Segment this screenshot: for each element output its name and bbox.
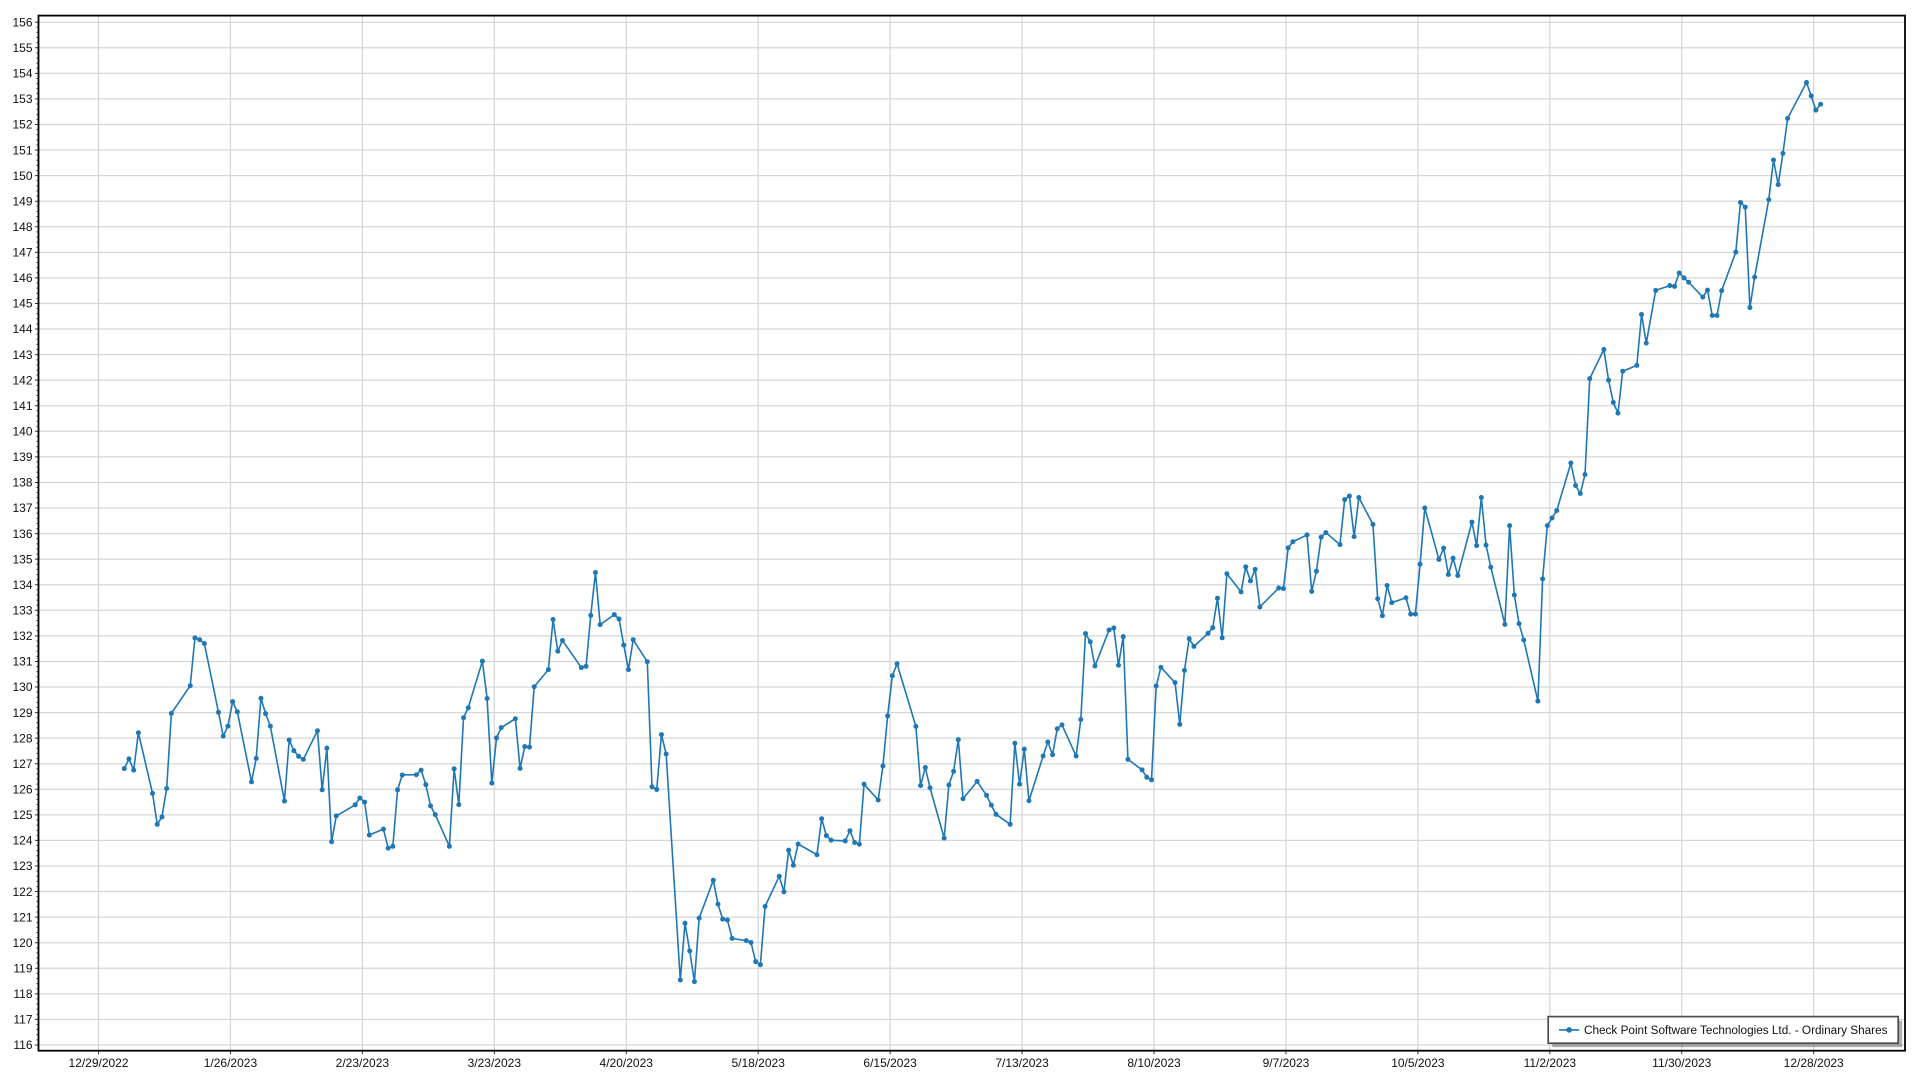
svg-text:122: 122	[12, 885, 32, 899]
svg-text:126: 126	[12, 782, 32, 796]
svg-text:Check Point Software Technolog: Check Point Software Technologies Ltd. -…	[1584, 1024, 1888, 1037]
svg-text:153: 153	[12, 92, 32, 106]
svg-text:6/15/2023: 6/15/2023	[863, 1056, 917, 1070]
svg-text:10/5/2023: 10/5/2023	[1391, 1056, 1445, 1070]
svg-text:118: 118	[13, 987, 32, 1001]
svg-text:12/28/2023: 12/28/2023	[1784, 1056, 1844, 1070]
svg-text:141: 141	[12, 399, 32, 413]
svg-text:117: 117	[13, 1013, 32, 1027]
svg-text:149: 149	[12, 194, 32, 208]
svg-text:148: 148	[12, 220, 32, 234]
svg-text:128: 128	[12, 731, 32, 745]
svg-text:147: 147	[12, 246, 32, 260]
svg-text:135: 135	[12, 552, 32, 566]
svg-text:4/20/2023: 4/20/2023	[600, 1056, 654, 1070]
svg-text:119: 119	[13, 961, 32, 975]
svg-text:146: 146	[12, 271, 32, 285]
svg-text:7/13/2023: 7/13/2023	[995, 1056, 1049, 1070]
svg-text:123: 123	[12, 859, 32, 873]
svg-text:129: 129	[12, 706, 32, 720]
svg-text:134: 134	[12, 578, 32, 592]
svg-text:11/2/2023: 11/2/2023	[1524, 1056, 1577, 1070]
svg-text:144: 144	[12, 322, 32, 336]
svg-text:133: 133	[12, 604, 32, 618]
svg-text:138: 138	[12, 476, 32, 490]
svg-text:121: 121	[12, 910, 32, 924]
svg-text:140: 140	[12, 425, 32, 439]
svg-text:120: 120	[12, 936, 32, 950]
svg-text:150: 150	[12, 169, 32, 183]
svg-text:125: 125	[12, 808, 32, 822]
svg-text:2/23/2023: 2/23/2023	[336, 1056, 390, 1070]
svg-text:154: 154	[12, 67, 32, 81]
svg-text:131: 131	[12, 655, 32, 669]
svg-text:155: 155	[12, 41, 32, 55]
svg-text:136: 136	[12, 527, 32, 541]
svg-text:12/29/2022: 12/29/2022	[68, 1056, 128, 1070]
svg-text:156: 156	[12, 15, 32, 29]
svg-text:11/30/2023: 11/30/2023	[1652, 1056, 1711, 1070]
svg-text:145: 145	[12, 297, 32, 311]
svg-text:143: 143	[12, 348, 32, 362]
svg-text:151: 151	[12, 143, 32, 157]
svg-text:1/26/2023: 1/26/2023	[204, 1056, 258, 1070]
svg-text:152: 152	[12, 118, 32, 132]
svg-text:124: 124	[12, 834, 32, 848]
svg-text:137: 137	[12, 501, 32, 515]
svg-text:8/10/2023: 8/10/2023	[1127, 1056, 1181, 1070]
svg-text:127: 127	[12, 757, 32, 771]
svg-text:130: 130	[12, 680, 32, 694]
svg-text:139: 139	[12, 450, 32, 464]
svg-text:9/7/2023: 9/7/2023	[1263, 1056, 1310, 1070]
svg-text:3/23/2023: 3/23/2023	[468, 1056, 522, 1070]
svg-text:5/18/2023: 5/18/2023	[731, 1056, 785, 1070]
svg-text:116: 116	[13, 1038, 32, 1052]
svg-text:142: 142	[12, 373, 32, 387]
svg-text:132: 132	[12, 629, 32, 643]
